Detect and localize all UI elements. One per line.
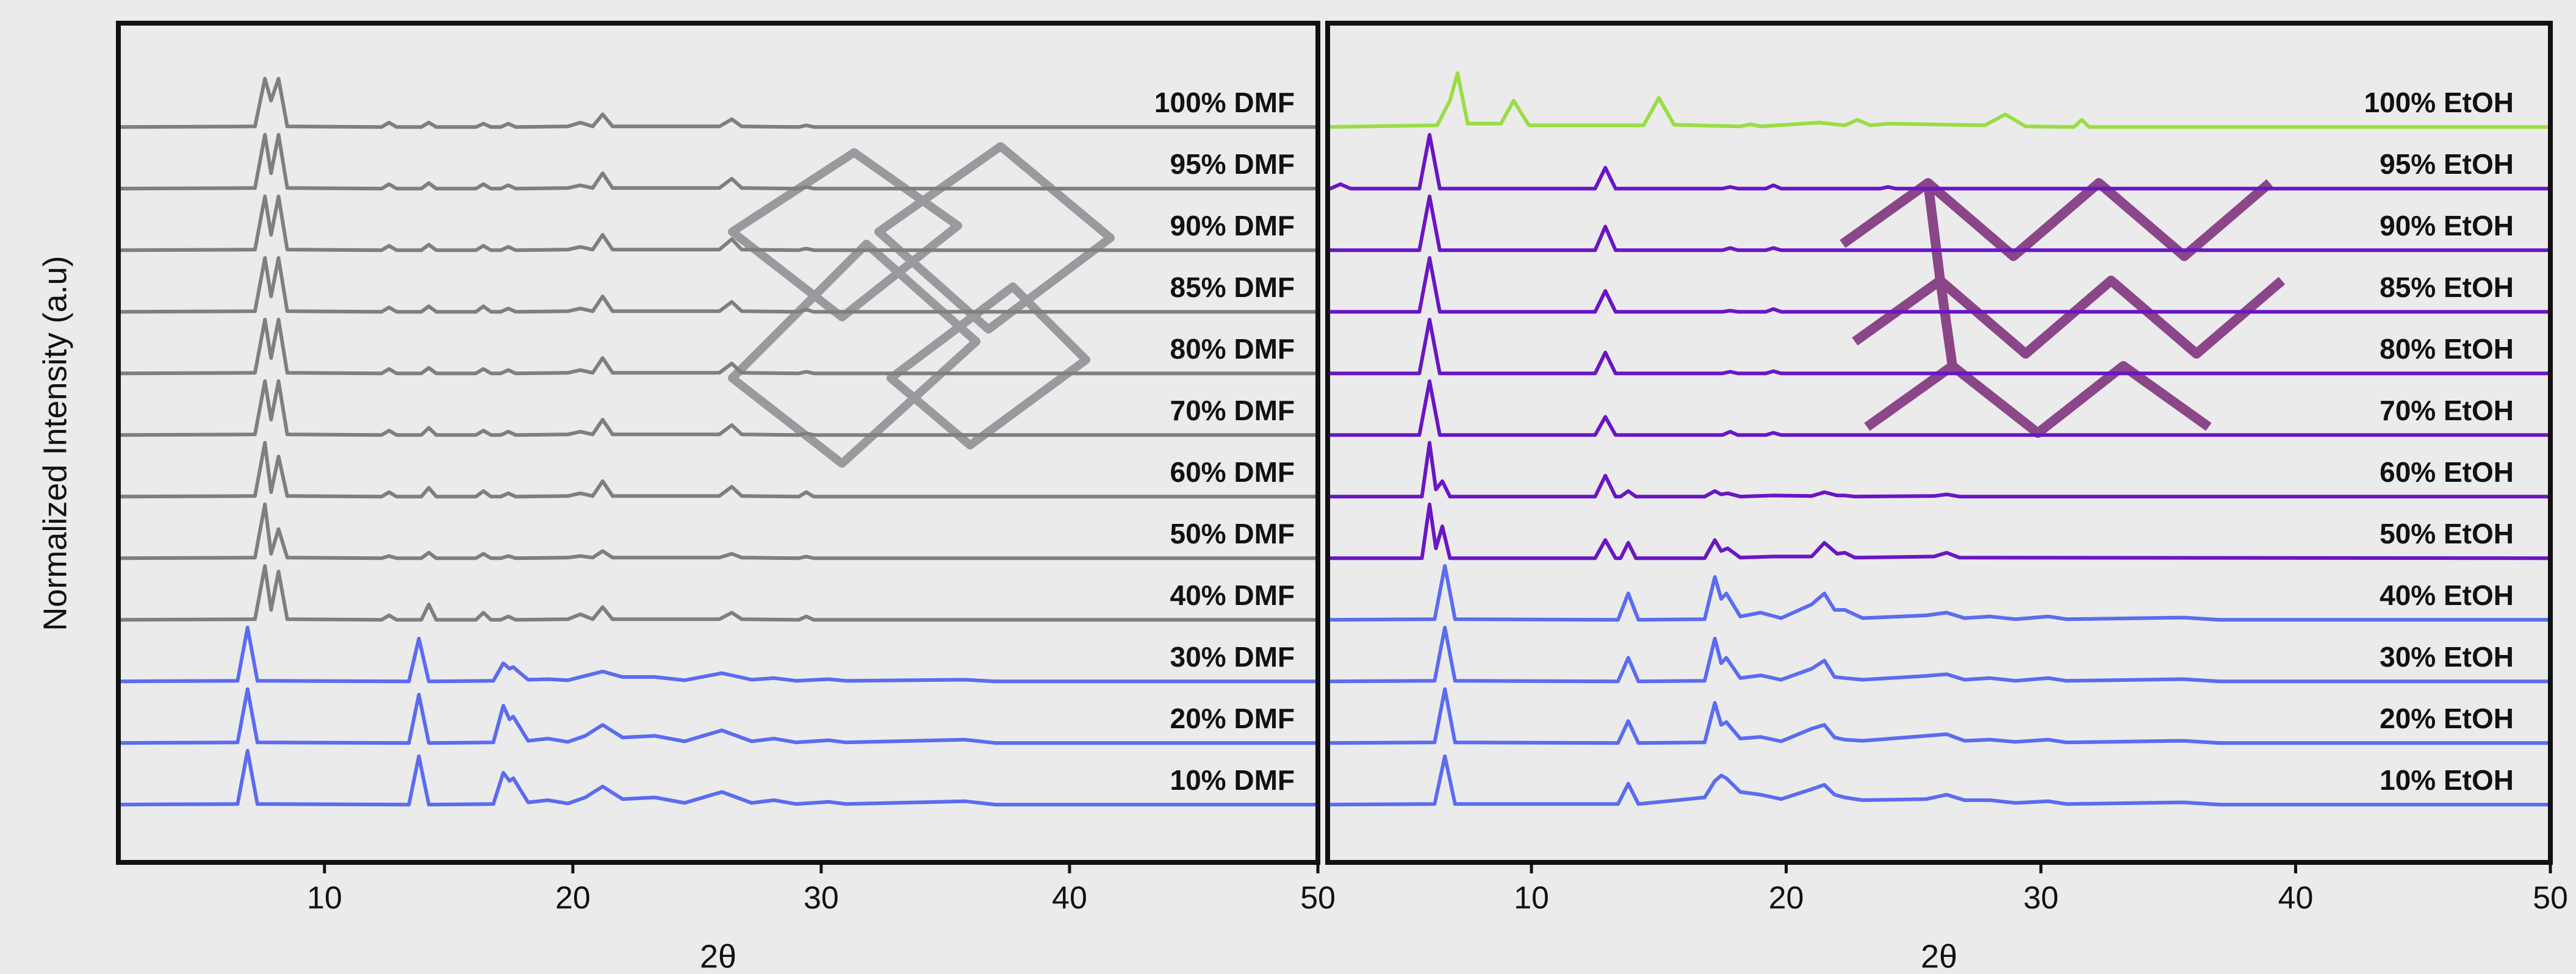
series-label: 85% EtOH <box>2380 271 2514 303</box>
pattern-line <box>118 256 1318 314</box>
x-tick-label: 50 <box>2533 881 2568 916</box>
plot-frame <box>1325 21 2553 865</box>
framework-inset <box>728 142 1115 468</box>
pattern-line <box>118 441 1318 499</box>
pattern-line <box>118 133 1318 191</box>
inset-link <box>1923 182 1957 367</box>
inset-cell <box>887 282 1090 449</box>
series-label: 40% EtOH <box>2380 579 2514 611</box>
pattern-line <box>118 749 1318 807</box>
inset-chain <box>1840 178 2273 261</box>
series-label: 30% DMF <box>1170 641 1295 673</box>
series-label: 50% EtOH <box>2380 518 2514 550</box>
series-label: 100% DMF <box>1154 87 1295 118</box>
pattern-line <box>1328 256 2550 314</box>
series-label: 10% DMF <box>1170 764 1295 796</box>
series-label: 20% EtOH <box>2380 703 2514 734</box>
inset-chain <box>1852 276 2286 359</box>
pattern-line <box>118 318 1318 376</box>
pattern-line <box>118 503 1318 560</box>
x-tick-label: 30 <box>804 881 839 916</box>
pattern-line <box>118 626 1318 684</box>
pattern-line <box>1327 71 2550 129</box>
x-tick-label: 40 <box>1052 881 1087 916</box>
series-label: 70% DMF <box>1170 395 1295 426</box>
inset-cell <box>728 240 980 468</box>
pattern-line <box>118 564 1318 622</box>
series-label: 100% EtOH <box>2364 87 2514 118</box>
series-label: 40% DMF <box>1170 579 1295 611</box>
pattern-line <box>1328 195 2550 252</box>
pattern-line <box>1328 503 2551 560</box>
x-axis-label: 2θ <box>700 938 736 974</box>
pattern-line <box>1328 133 2550 191</box>
series-label: 80% EtOH <box>2380 333 2514 365</box>
pattern-line <box>1328 318 2550 376</box>
pattern-line <box>1327 564 2550 622</box>
x-tick-label: 20 <box>1769 881 1804 916</box>
series-label: 95% DMF <box>1170 148 1295 180</box>
series-label: 60% DMF <box>1170 456 1295 488</box>
series-label: 90% DMF <box>1170 210 1295 242</box>
pattern-line <box>1328 379 2550 437</box>
inset-cell <box>728 148 962 321</box>
x-axis-label: 2θ <box>1921 938 1957 974</box>
series-label: 60% EtOH <box>2380 456 2514 488</box>
series-label: 10% EtOH <box>2380 764 2514 796</box>
inset-cell <box>874 142 1115 334</box>
series-label: 20% DMF <box>1170 703 1295 734</box>
inset-chain <box>1864 361 2212 438</box>
x-tick-label: 10 <box>1514 881 1549 916</box>
pattern-line <box>118 77 1318 129</box>
x-tick-label: 20 <box>555 881 591 916</box>
series-label: 85% DMF <box>1170 271 1295 303</box>
x-tick-label: 50 <box>1300 881 1336 916</box>
plot-frame <box>116 21 1320 865</box>
pattern-line <box>1327 687 2550 745</box>
series-label: 70% EtOH <box>2380 395 2514 426</box>
pattern-line <box>1327 754 2550 807</box>
series-label: 90% EtOH <box>2380 210 2514 242</box>
pattern-line <box>1327 626 2550 684</box>
pattern-line <box>118 379 1318 437</box>
series-label: 95% EtOH <box>2380 148 2514 180</box>
series-label: 80% DMF <box>1170 333 1295 365</box>
y-axis-label: Normalized Intensity (a.u) <box>37 256 73 631</box>
pattern-line <box>118 687 1318 745</box>
series-label: 30% EtOH <box>2380 641 2514 673</box>
series-label: 50% DMF <box>1170 518 1295 550</box>
framework-inset-2 <box>1840 178 2286 438</box>
pattern-line <box>1328 441 2550 499</box>
x-tick-label: 30 <box>2023 881 2059 916</box>
x-tick-label: 10 <box>307 881 342 916</box>
x-tick-label: 40 <box>2278 881 2314 916</box>
pattern-line <box>118 195 1318 252</box>
